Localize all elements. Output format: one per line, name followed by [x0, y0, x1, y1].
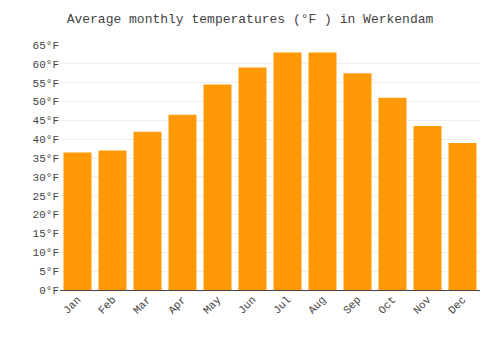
svg-text:Sep: Sep — [341, 294, 363, 316]
svg-text:65°F: 65°F — [33, 40, 59, 52]
svg-text:55°F: 55°F — [33, 78, 59, 90]
svg-text:60°F: 60°F — [33, 59, 59, 71]
svg-text:Nov: Nov — [411, 294, 434, 317]
svg-text:0°F: 0°F — [39, 285, 59, 297]
svg-text:30°F: 30°F — [33, 172, 59, 184]
svg-text:Oct: Oct — [376, 294, 398, 316]
svg-text:Apr: Apr — [166, 294, 188, 316]
svg-text:Aug: Aug — [306, 294, 328, 316]
svg-text:10°F: 10°F — [33, 247, 59, 259]
svg-text:25°F: 25°F — [33, 191, 59, 203]
svg-text:Average monthly temperatures (: Average monthly temperatures (°F ) in We… — [67, 12, 434, 27]
svg-text:35°F: 35°F — [33, 153, 59, 165]
svg-text:50°F: 50°F — [33, 96, 59, 108]
svg-text:45°F: 45°F — [33, 115, 59, 127]
svg-text:5°F: 5°F — [39, 266, 59, 278]
svg-text:Feb: Feb — [96, 294, 118, 316]
svg-text:15°F: 15°F — [33, 228, 59, 240]
svg-text:Jul: Jul — [271, 294, 293, 316]
svg-text:Dec: Dec — [446, 294, 468, 316]
svg-text:May: May — [201, 294, 224, 317]
svg-text:40°F: 40°F — [33, 134, 59, 146]
svg-text:20°F: 20°F — [33, 209, 59, 221]
svg-text:Jan: Jan — [61, 294, 83, 316]
svg-text:Mar: Mar — [131, 294, 153, 316]
svg-text:Jun: Jun — [236, 294, 258, 316]
